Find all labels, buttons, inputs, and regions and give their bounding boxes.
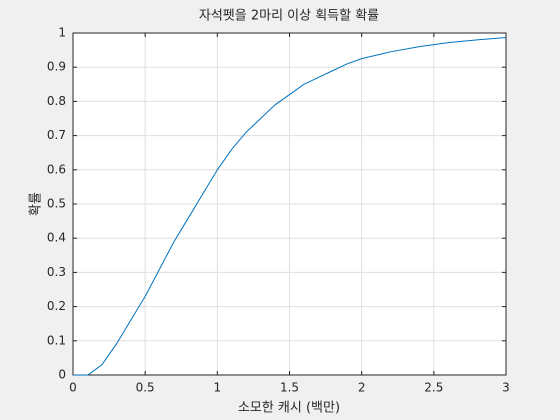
y-tick-label: 0.9: [47, 60, 66, 74]
y-tick-label: 0.4: [47, 231, 66, 245]
axes-box: [72, 32, 507, 376]
x-axis-label: 소모한 캐시 (백만): [238, 401, 340, 416]
x-tick-label: 2: [358, 381, 366, 395]
y-axis-label: 확률: [29, 192, 44, 216]
y-tick-label: 0.2: [47, 299, 66, 313]
x-tick-label: 3: [502, 381, 510, 395]
y-tick-label: 0.3: [47, 265, 66, 279]
data-line: [73, 36, 507, 376]
y-tick-label: 0.6: [47, 162, 66, 176]
x-tick-label: 1: [214, 381, 222, 395]
x-tick-label: 1.5: [280, 381, 299, 395]
x-tick-label: 2.5: [424, 381, 443, 395]
y-tick-label: 0.1: [47, 333, 66, 347]
y-tick-label: 0.7: [47, 128, 66, 142]
y-tick-label: 1: [58, 26, 66, 40]
y-tick-label: 0: [58, 368, 66, 382]
x-tick-label: 0.5: [136, 381, 155, 395]
x-tick-label: 0: [69, 381, 77, 395]
y-tick-label: 0.8: [47, 94, 66, 108]
y-tick-label: 0.5: [47, 197, 66, 211]
chart-title: 자석펫을 2마리 이상 획득할 확률: [199, 9, 379, 24]
